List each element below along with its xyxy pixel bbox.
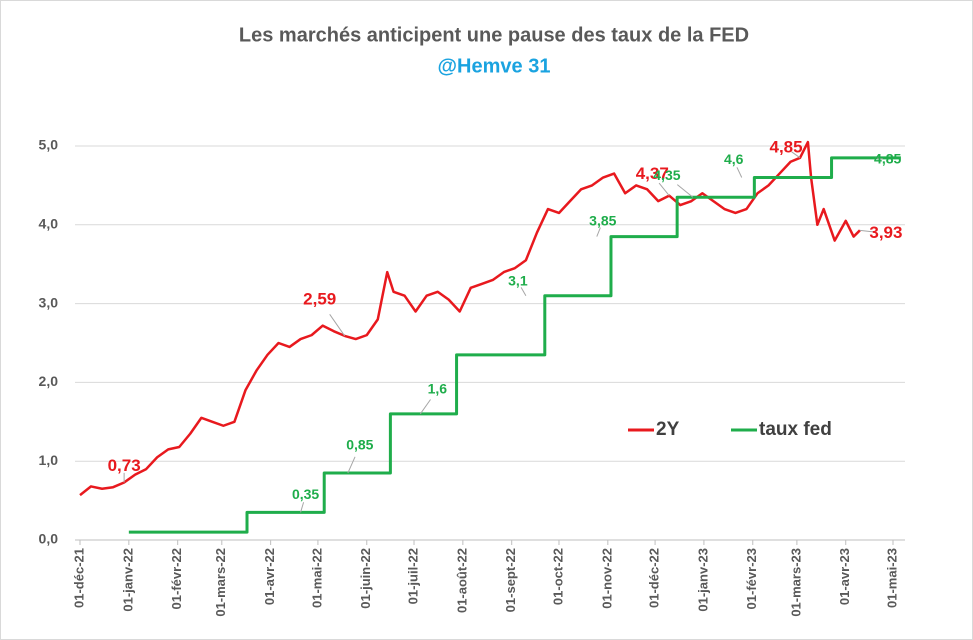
annotation-label: 3,1 bbox=[508, 272, 528, 288]
x-tick-label: 01-juin-22 bbox=[358, 548, 373, 609]
x-tick-label: 01-sept-22 bbox=[503, 548, 518, 612]
x-tick-label: 01-oct-22 bbox=[550, 548, 565, 605]
annotation-label: 2,59 bbox=[303, 289, 336, 308]
annotation-leader bbox=[676, 184, 694, 198]
x-tick-label: 01-avr-22 bbox=[262, 548, 277, 605]
annotation-label: 3,85 bbox=[589, 212, 616, 228]
annotation-label: 4,37 bbox=[636, 164, 669, 183]
annotation-leader bbox=[329, 314, 346, 337]
x-tick-label: 01-févr-23 bbox=[744, 548, 759, 609]
annotation-label: 1,6 bbox=[428, 381, 448, 397]
x-tick-label: 01-déc-22 bbox=[647, 548, 662, 608]
annotation-label: 3,93 bbox=[869, 223, 902, 242]
y-tick-label: 1,0 bbox=[39, 452, 59, 468]
annotation-leader bbox=[859, 229, 876, 233]
y-tick-label: 4,0 bbox=[39, 216, 59, 232]
legend-label: 2Y bbox=[656, 419, 680, 440]
annotation-leader bbox=[300, 502, 305, 513]
x-tick-label: 01-mai-23 bbox=[884, 548, 899, 608]
x-tick-label: 01-janv-22 bbox=[120, 548, 135, 612]
x-tick-label: 01-févr-22 bbox=[169, 548, 184, 609]
annotation-label: 4,6 bbox=[724, 151, 744, 167]
x-tick-label: 01-août-22 bbox=[454, 548, 469, 613]
annotation-leader bbox=[875, 157, 883, 160]
y-tick-label: 3,0 bbox=[39, 294, 59, 310]
annotation-leader bbox=[658, 182, 670, 196]
chart-subtitle: @Hemve 31 bbox=[438, 55, 551, 77]
annotation-label: 4,35 bbox=[653, 167, 680, 183]
x-tick-label: 01-mars-22 bbox=[213, 548, 228, 617]
x-tick-label: 01-juil-22 bbox=[405, 548, 420, 604]
annotation-leader bbox=[520, 287, 527, 296]
y-tick-label: 2,0 bbox=[39, 373, 59, 389]
annotation-label: 4,85 bbox=[769, 137, 802, 156]
annotation-leader bbox=[419, 399, 431, 415]
y-tick-label: 5,0 bbox=[39, 137, 59, 153]
annotation-label: 0,35 bbox=[292, 486, 319, 502]
x-tick-label: 01-avr-23 bbox=[837, 548, 852, 605]
series-line bbox=[128, 156, 901, 534]
y-tick-label: 0,0 bbox=[39, 531, 59, 547]
x-tick-label: 01-déc-21 bbox=[71, 548, 86, 608]
annotation-leader bbox=[596, 227, 601, 237]
annotation-leader bbox=[347, 456, 356, 474]
annotation-leader bbox=[791, 151, 801, 159]
chart-title: Les marchés anticipent une pause des tau… bbox=[239, 24, 749, 46]
annotation-label: 4,85 bbox=[874, 151, 901, 167]
legend-label: taux fed bbox=[759, 419, 832, 440]
x-tick-label: 01-janv-23 bbox=[695, 548, 710, 612]
annotation-label: 0,73 bbox=[108, 456, 141, 475]
x-tick-label: 01-mars-23 bbox=[788, 548, 803, 617]
annotation-label: 0,85 bbox=[346, 437, 373, 453]
x-tick-label: 01-mai-22 bbox=[309, 548, 324, 608]
x-tick-label: 01-nov-22 bbox=[599, 548, 614, 609]
annotation-leader bbox=[736, 167, 743, 178]
